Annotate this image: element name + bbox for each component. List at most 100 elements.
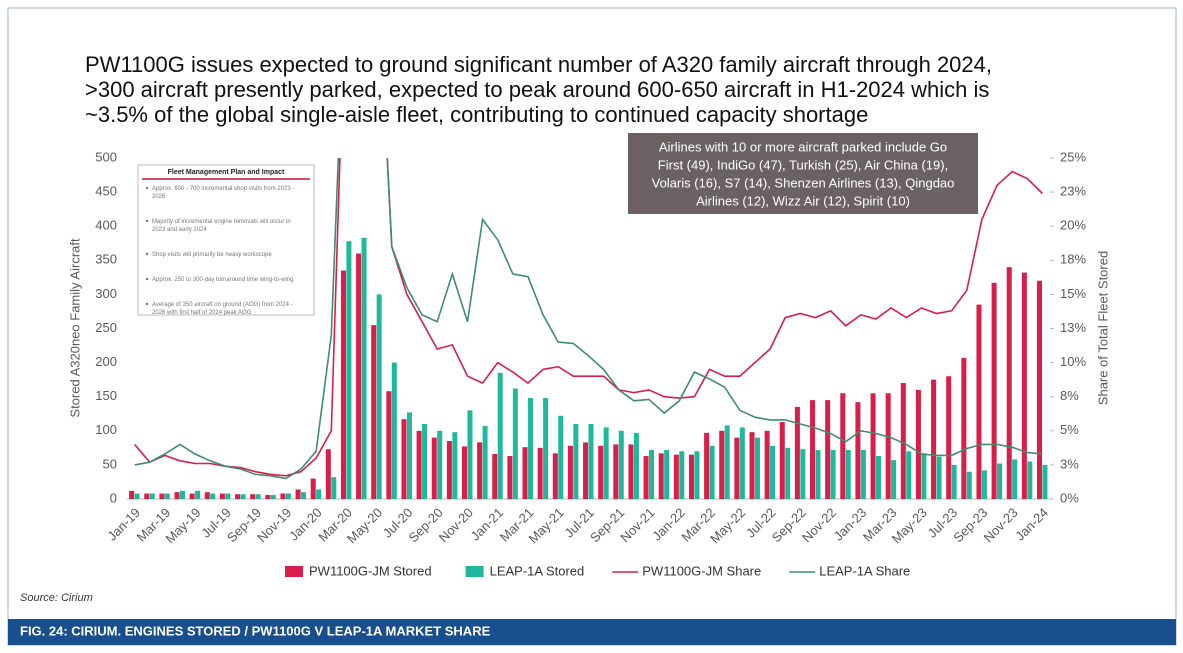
y-tick-label: 200 bbox=[95, 354, 117, 369]
legend-swatch bbox=[465, 566, 484, 577]
bar bbox=[507, 456, 513, 499]
bar bbox=[331, 477, 337, 499]
bar bbox=[431, 437, 437, 499]
caption: FIG. 24: CIRIUM. ENGINES STORED / PW1100… bbox=[20, 623, 491, 638]
bar bbox=[840, 393, 846, 499]
bar bbox=[1012, 459, 1018, 499]
bar bbox=[946, 376, 952, 499]
bar bbox=[754, 437, 760, 499]
bar bbox=[371, 325, 377, 499]
chart-title: ~3.5% of the global single-aisle fleet, … bbox=[85, 102, 868, 127]
annotation: First (49), IndiGo (47), Turkish (25), A… bbox=[658, 157, 948, 172]
bar bbox=[240, 494, 246, 499]
bar bbox=[719, 430, 725, 499]
bar bbox=[976, 304, 982, 499]
bar bbox=[633, 432, 639, 499]
bar bbox=[462, 446, 468, 499]
bar bbox=[255, 494, 261, 499]
bar bbox=[401, 419, 407, 499]
y-tick-label: 250 bbox=[95, 320, 117, 335]
bar bbox=[543, 398, 549, 499]
bar bbox=[931, 379, 937, 499]
bar bbox=[552, 453, 558, 499]
bar bbox=[739, 427, 745, 499]
bar bbox=[830, 449, 836, 499]
y2-tick-label: 15% bbox=[1060, 286, 1086, 301]
legend-label: LEAP-1A Share bbox=[819, 563, 910, 578]
legend-label: PW1100G-JM Stored bbox=[309, 563, 432, 578]
bar bbox=[492, 453, 498, 499]
y2-tick-label: 13% bbox=[1060, 320, 1086, 335]
inset-bullet bbox=[145, 302, 149, 306]
bar bbox=[588, 423, 594, 499]
y2-tick-label: 5% bbox=[1060, 422, 1079, 437]
bar bbox=[270, 494, 276, 499]
bar bbox=[301, 492, 307, 499]
bar bbox=[174, 492, 180, 499]
bar bbox=[346, 241, 352, 499]
source: Source: Cirium bbox=[20, 592, 93, 604]
bar bbox=[785, 447, 791, 499]
inset-bullet bbox=[145, 277, 149, 281]
y2-tick-label: 18% bbox=[1060, 252, 1086, 267]
bar bbox=[628, 444, 634, 499]
bar bbox=[961, 357, 967, 499]
bar bbox=[679, 451, 685, 499]
y-tick-label: 50 bbox=[103, 456, 117, 471]
bar bbox=[1006, 267, 1012, 499]
x-tick-label: Nov-19 bbox=[254, 505, 294, 545]
inset-line: 2026 bbox=[152, 194, 166, 200]
inset-bullet bbox=[145, 219, 149, 223]
bar bbox=[416, 430, 422, 499]
bar bbox=[709, 445, 715, 499]
y2-tick-label: 20% bbox=[1060, 218, 1086, 233]
y-tick-label: 350 bbox=[95, 252, 117, 267]
bar bbox=[195, 490, 201, 499]
y-tick-label: 100 bbox=[95, 422, 117, 437]
bar bbox=[204, 492, 210, 499]
bar bbox=[855, 402, 861, 499]
inset-title: Fleet Management Plan and Impact bbox=[168, 169, 285, 176]
bar bbox=[598, 445, 604, 499]
inset-line: 2026 with first half of 2024 peak AOG bbox=[152, 310, 252, 316]
bar bbox=[316, 489, 322, 499]
bar bbox=[219, 493, 225, 499]
y-tick-label: 150 bbox=[95, 388, 117, 403]
bar bbox=[900, 383, 906, 499]
bar bbox=[649, 449, 655, 499]
bar bbox=[794, 406, 800, 499]
chart-title: >300 aircraft presently parked, expected… bbox=[85, 77, 989, 102]
legend-label: PW1100G-JM Share bbox=[642, 563, 761, 578]
inset-line: Approx. 250 to 300-day turnaround time w… bbox=[152, 277, 293, 283]
bar bbox=[673, 454, 679, 499]
inset-box bbox=[137, 164, 315, 316]
inset-bullet-text: Approx. 250 to 300-day turnaround time w… bbox=[152, 277, 293, 283]
bar bbox=[704, 432, 710, 499]
bar bbox=[664, 449, 670, 499]
y-tick-label: 0 bbox=[110, 490, 117, 505]
bar bbox=[285, 493, 291, 499]
bar bbox=[280, 493, 286, 499]
x-tick-label: Nov-20 bbox=[436, 505, 476, 545]
bar bbox=[164, 493, 170, 499]
bar bbox=[779, 421, 785, 499]
bar bbox=[497, 372, 503, 499]
bar bbox=[295, 489, 301, 499]
bar bbox=[966, 471, 972, 499]
y-tick-label: 500 bbox=[95, 149, 117, 164]
bar bbox=[265, 494, 271, 499]
bar bbox=[482, 426, 488, 499]
y-tick-label: 450 bbox=[95, 184, 117, 199]
bar bbox=[573, 423, 579, 499]
bar bbox=[810, 400, 816, 499]
bar bbox=[800, 449, 806, 499]
bar bbox=[997, 463, 1003, 499]
bar bbox=[694, 451, 700, 499]
line bbox=[133, 158, 1043, 477]
caption-bar bbox=[8, 619, 1176, 645]
bar bbox=[734, 437, 740, 499]
inset-bullet-text: Majority of incremental engine removals … bbox=[152, 219, 291, 233]
bar bbox=[325, 449, 331, 499]
bar bbox=[915, 389, 921, 499]
